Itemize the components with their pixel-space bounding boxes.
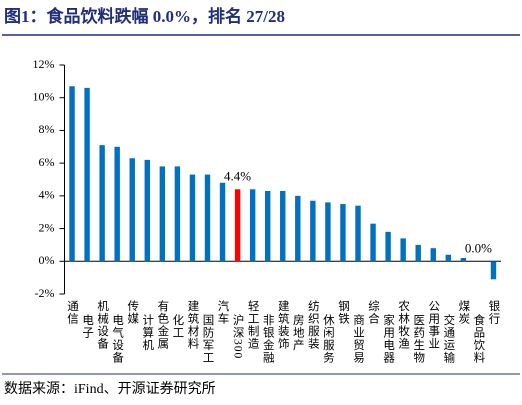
y-tick-label: 0% [39,253,55,267]
y-tick-label: 8% [39,122,55,136]
y-tick-label: -2% [35,286,55,300]
bar [490,261,497,280]
bar [430,248,436,262]
source-note: 数据来源：iFind、开源证券研究所 [4,381,216,397]
x-tick-label: 非银金融 [262,314,275,364]
bar [370,223,376,262]
y-tick-label: 4% [39,188,55,202]
bar [249,189,256,262]
bar [355,205,361,262]
bar [114,146,120,262]
x-tick-label: 银行 [487,299,500,325]
value-label: 0.0% [465,240,492,255]
x-tick-label: 电子 [81,314,94,339]
x-tick-label: 计算机 [141,314,154,352]
bar [264,190,271,262]
x-tick-label: 食品饮料 [472,313,485,364]
bar [400,238,406,262]
x-tick-label: 建筑材料 [186,299,199,350]
bar [99,145,105,262]
x-tick-label: 轻工制造 [247,299,260,350]
y-tick-label: 10% [33,89,55,103]
x-tick-label: 休闲服务 [322,314,335,364]
y-tick-label: 2% [39,220,55,234]
y-tick-label: 6% [39,155,55,169]
x-tick-label: 交通运输 [442,313,455,364]
bar [445,254,452,262]
chart-title: 图1：食品饮料跌幅 0.0%，排名 27/28 [4,6,285,26]
bar [385,231,391,262]
x-tick-label: 综合 [367,299,380,325]
bar [144,159,150,262]
x-tick-label: 电气设备 [111,314,124,364]
x-tick-label: 有色金属 [156,299,169,350]
bar [415,244,421,262]
bar [325,202,331,262]
x-tick-label: 钢铁 [337,300,350,325]
x-tick-label: 农林牧渔 [397,299,410,350]
bar [219,182,226,262]
bar [189,174,196,262]
bar [159,166,166,262]
bar [84,87,90,262]
y-tick-label: 12% [33,57,55,71]
bar [460,258,467,262]
x-tick-label: 商业贸易 [352,313,365,364]
x-tick-label: 化工 [171,313,184,339]
bar [310,200,316,262]
x-tick-label: 国防军工 [201,314,214,364]
bar [69,86,75,262]
x-tick-label: 建筑装饰 [277,299,290,350]
x-tick-label: 医药生物 [412,314,425,364]
x-tick-label: 机械设备 [96,299,109,350]
bar [174,166,181,262]
bar [204,174,211,262]
x-tick-label: 纺织服装 [307,299,320,350]
value-label: 4.4% [224,168,251,183]
bar [340,204,346,262]
x-tick-label: 房地产 [292,314,305,352]
bar [295,195,301,262]
x-tick-label: 家用电器 [382,313,395,364]
x-tick-label: 沪深300 [232,313,245,359]
x-tick-label: 通信 [66,300,79,325]
x-tick-label: 传媒 [126,299,139,325]
x-tick-label: 汽车 [217,299,230,325]
x-tick-label: 公用事业 [427,300,440,350]
bar [129,158,135,262]
bar [234,189,241,262]
x-tick-label: 煤炭 [457,300,470,325]
bar [280,190,286,262]
